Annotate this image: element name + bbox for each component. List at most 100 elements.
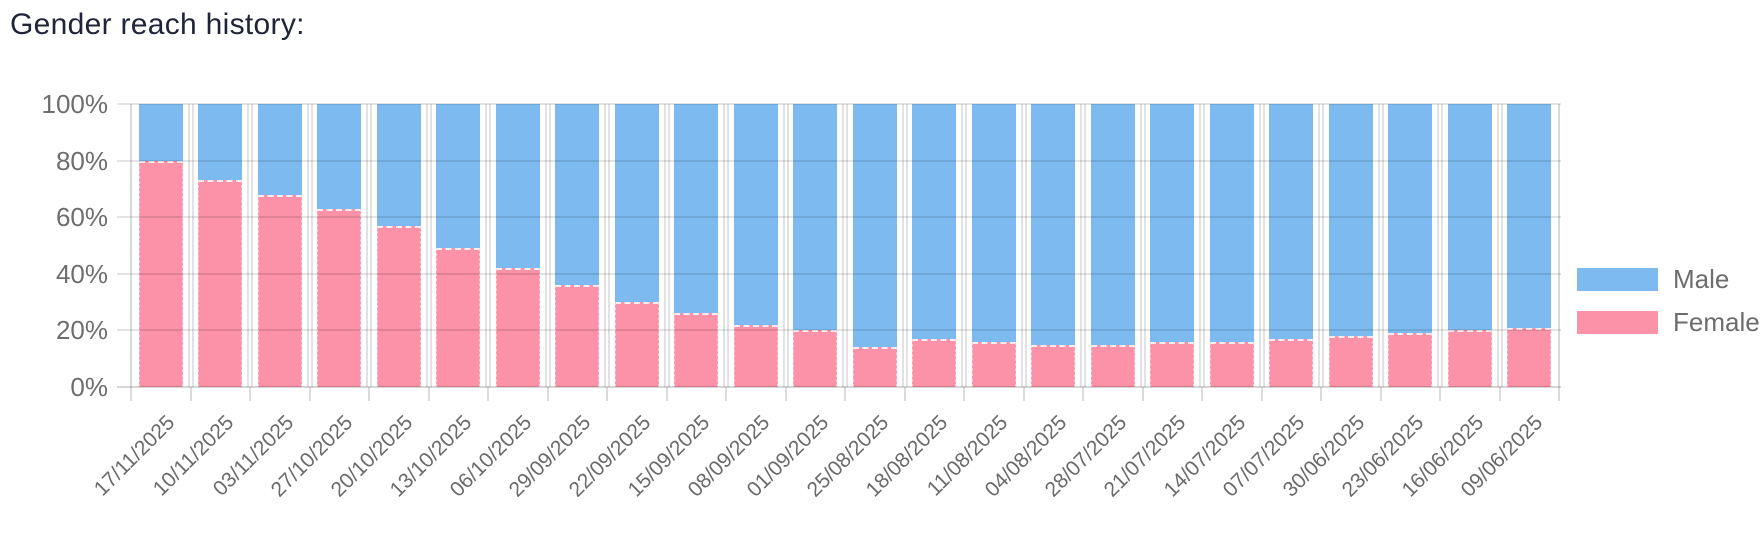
y-axis-label: 80% [55,145,108,176]
bar-segment-female[interactable] [1388,333,1433,387]
bar-segment-male[interactable] [1447,104,1492,330]
bar-segment-male[interactable] [436,104,481,248]
bar-segment-male[interactable] [198,104,243,180]
bar-segment-female[interactable] [852,347,897,387]
bar-30-06-2025[interactable] [1328,104,1373,387]
bar-segment-male[interactable] [257,104,302,195]
bar-10-11-2025[interactable] [198,104,243,387]
v-gridline [187,104,194,387]
bar-segment-female[interactable] [555,285,600,387]
bar-13-10-2025[interactable] [436,104,481,387]
v-gridline [1496,104,1503,387]
bar-segment-male[interactable] [138,104,183,161]
bar-segment-female[interactable] [495,268,540,387]
bar-segment-female[interactable] [1507,328,1552,387]
bar-segment-male[interactable] [1209,104,1254,342]
bar-segment-female[interactable] [198,180,243,387]
bar-segment-female[interactable] [614,302,659,387]
bar-segment-male[interactable] [1388,104,1433,333]
bar-segment-female[interactable] [1269,339,1314,387]
chart-title: Gender reach history: [10,8,305,41]
bar-segment-female[interactable] [1447,330,1492,387]
bar-06-10-2025[interactable] [495,104,540,387]
bar-segment-male[interactable] [1269,104,1314,339]
bar-29-09-2025[interactable] [555,104,600,387]
legend-label-female: Female [1673,307,1760,337]
bar-segment-female[interactable] [674,313,719,387]
bar-segment-female[interactable] [317,209,362,387]
bar-segment-female[interactable] [1328,336,1373,387]
bar-segment-male[interactable] [733,104,778,325]
bar-08-09-2025[interactable] [733,104,778,387]
v-gridline [782,104,789,387]
bar-segment-male[interactable] [495,104,540,268]
y-axis-label: 0% [70,372,108,402]
v-gridline [901,104,908,387]
v-gridline [961,104,967,387]
bar-segment-female[interactable] [793,330,838,387]
bar-20-10-2025[interactable] [376,104,421,387]
v-gridline [544,104,551,387]
legend-item-male[interactable]: Male [1577,264,1729,294]
bar-segment-female[interactable] [1031,345,1076,387]
bar-segment-male[interactable] [317,104,362,209]
bar-segment-female[interactable] [971,342,1016,387]
bar-14-07-2025[interactable] [1209,104,1254,387]
bar-17-11-2025[interactable] [138,104,183,387]
bar-04-08-2025[interactable] [1031,104,1076,387]
bar-segment-male[interactable] [1328,104,1373,336]
bar-segment-male[interactable] [1090,104,1135,345]
bar-18-08-2025[interactable] [912,104,957,387]
bar-segment-male[interactable] [614,104,659,302]
plot-area [117,103,1561,401]
v-gridline [425,104,432,387]
legend-label-male: Male [1673,264,1730,294]
bar-segment-male[interactable] [793,104,838,330]
bar-segment-female[interactable] [1150,342,1195,387]
bar-segment-male[interactable] [674,104,719,313]
x-axis-tick [427,387,430,401]
v-gridline [1020,104,1027,387]
bar-segment-male[interactable] [376,104,421,226]
legend-item-female[interactable]: Female [1577,307,1760,337]
bar-segment-male[interactable] [1150,104,1195,342]
x-axis-tick [665,387,668,401]
bar-23-06-2025[interactable] [1388,104,1433,387]
bar-16-06-2025[interactable] [1447,104,1492,387]
bar-segment-female[interactable] [1209,342,1254,387]
x-axis-tick [249,387,251,401]
x-axis-tick [130,387,132,401]
bar-segment-female[interactable] [912,339,957,387]
x-axis-tick [1320,387,1322,401]
bar-15-09-2025[interactable] [674,104,719,387]
bar-07-07-2025[interactable] [1269,104,1314,387]
v-gridline [1437,104,1443,387]
x-axis-tick [725,387,727,401]
v-gridline [1558,104,1560,387]
bar-segment-female[interactable] [733,325,778,387]
bar-segment-male[interactable] [555,104,600,285]
bar-segment-female[interactable] [257,195,302,387]
bar-segment-female[interactable] [1090,345,1135,387]
bar-segment-male[interactable] [1031,104,1076,345]
bar-27-10-2025[interactable] [317,104,362,387]
bar-segment-female[interactable] [436,248,481,387]
v-gridline [1080,104,1086,387]
y-axis-label: 40% [55,258,108,289]
bar-22-09-2025[interactable] [614,104,659,387]
bar-01-09-2025[interactable] [793,104,838,387]
x-axis-tick [546,387,549,401]
bar-03-11-2025[interactable] [257,104,302,387]
bar-segment-female[interactable] [138,161,183,387]
bar-25-08-2025[interactable] [852,104,897,387]
bar-21-07-2025[interactable] [1150,104,1195,387]
x-axis-tick [1379,387,1382,401]
bar-11-08-2025[interactable] [971,104,1016,387]
bar-28-07-2025[interactable] [1090,104,1135,387]
bar-09-06-2025[interactable] [1507,104,1552,387]
bar-segment-male[interactable] [852,104,897,347]
bar-segment-female[interactable] [376,226,421,387]
bar-segment-male[interactable] [1507,104,1552,328]
bar-segment-male[interactable] [912,104,957,339]
bar-segment-male[interactable] [971,104,1016,342]
